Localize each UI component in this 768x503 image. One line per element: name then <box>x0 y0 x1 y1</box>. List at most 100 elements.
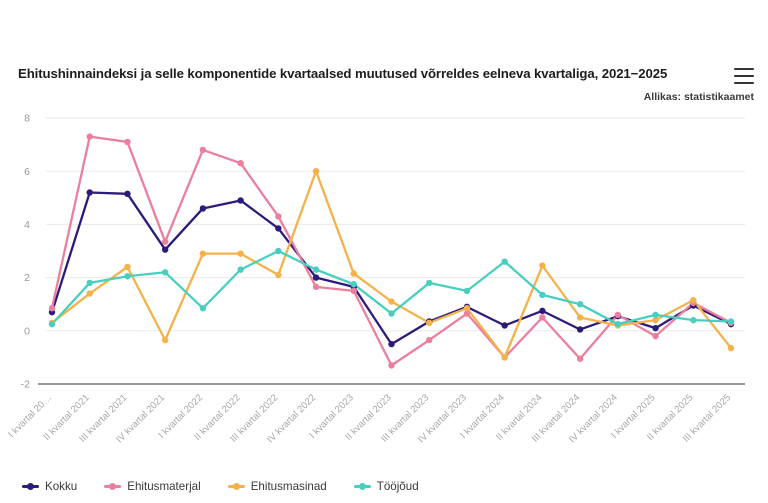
data-point[interactable] <box>312 266 320 273</box>
data-point[interactable] <box>275 271 282 279</box>
data-point[interactable] <box>124 138 131 146</box>
data-point[interactable] <box>48 308 56 316</box>
data-point[interactable] <box>614 312 622 320</box>
x-axis-tick-label: II kvartal 2025 <box>645 392 695 442</box>
data-point[interactable] <box>539 291 546 299</box>
legend-item-label: Ehitusmasinad <box>250 480 327 493</box>
data-point[interactable] <box>501 322 508 329</box>
data-point[interactable] <box>426 279 433 287</box>
legend-item-ehitusmasinad[interactable]: Ehitusmasinad <box>227 480 327 493</box>
data-point[interactable] <box>161 246 169 253</box>
x-axis-tick-label: III kvartal 2021 <box>77 392 129 444</box>
data-point[interactable] <box>237 160 244 167</box>
data-point[interactable] <box>199 205 207 212</box>
menu-line-2 <box>734 75 754 77</box>
data-point[interactable] <box>652 332 659 340</box>
data-point[interactable] <box>576 326 584 333</box>
x-axis-tick-label: IV kvartal 2022 <box>265 392 318 445</box>
data-point[interactable] <box>388 298 395 305</box>
y-axis-tick-label: 2 <box>24 272 30 284</box>
data-point[interactable] <box>501 258 508 265</box>
x-axis-tick-label: IV kvartal 2021 <box>114 392 167 445</box>
data-point[interactable] <box>727 318 735 325</box>
data-point[interactable] <box>124 190 131 198</box>
data-point[interactable] <box>501 354 508 361</box>
data-point[interactable] <box>727 344 735 352</box>
y-axis-tick-label: 0 <box>24 325 30 337</box>
data-point[interactable] <box>161 238 169 245</box>
data-point[interactable] <box>124 273 131 280</box>
data-point[interactable] <box>86 290 93 297</box>
data-point[interactable] <box>614 320 622 328</box>
data-point[interactable] <box>86 133 93 140</box>
data-point[interactable] <box>312 283 320 291</box>
data-point[interactable] <box>539 307 546 315</box>
data-point[interactable] <box>275 247 282 255</box>
x-axis-tick-label: IV kvartal 2024 <box>567 392 620 445</box>
data-point[interactable] <box>350 287 357 295</box>
data-point[interactable] <box>426 319 433 327</box>
data-point[interactable] <box>576 301 584 308</box>
data-point[interactable] <box>48 319 56 327</box>
chart-title: Ehitushinnaindeksi ja selle komponentide… <box>18 66 668 81</box>
hamburger-menu-icon[interactable] <box>734 68 754 84</box>
data-point[interactable] <box>237 197 244 204</box>
data-point[interactable] <box>275 213 282 220</box>
data-point[interactable] <box>275 225 282 232</box>
data-point[interactable] <box>614 322 622 329</box>
data-point[interactable] <box>463 287 471 295</box>
data-point[interactable] <box>161 336 169 344</box>
data-point[interactable] <box>690 297 697 304</box>
x-axis-tick-label: II kvartal 2024 <box>494 392 545 443</box>
data-point[interactable] <box>539 314 546 321</box>
data-point[interactable] <box>576 355 584 362</box>
data-point[interactable] <box>539 262 546 269</box>
y-axis-tick-label: -2 <box>21 379 30 391</box>
data-point[interactable] <box>237 266 244 273</box>
data-point[interactable] <box>463 304 471 312</box>
data-point[interactable] <box>199 146 207 154</box>
data-point[interactable] <box>350 270 357 277</box>
data-point[interactable] <box>501 354 508 361</box>
data-point[interactable] <box>727 319 735 327</box>
data-point[interactable] <box>161 269 169 276</box>
data-point[interactable] <box>86 189 93 196</box>
data-point[interactable] <box>576 314 584 321</box>
data-point[interactable] <box>350 281 357 288</box>
data-point[interactable] <box>350 283 357 291</box>
data-point[interactable] <box>690 316 697 324</box>
legend-item-ehitusmaterjal[interactable]: Ehitusmaterjal <box>104 480 201 493</box>
legend-swatch-icon <box>353 482 371 491</box>
data-point[interactable] <box>388 340 395 348</box>
series-line-ehitusmaterjal <box>50 135 733 367</box>
data-point[interactable] <box>48 320 56 328</box>
data-point[interactable] <box>652 311 659 319</box>
data-point[interactable] <box>614 311 622 319</box>
series-line-tööjõud <box>50 249 733 326</box>
data-point[interactable] <box>199 304 207 312</box>
legend-item-tööjõud[interactable]: Tööjõud <box>353 480 419 493</box>
data-point[interactable] <box>690 302 697 309</box>
data-point[interactable] <box>237 250 244 257</box>
data-point[interactable] <box>652 324 659 332</box>
data-point[interactable] <box>388 310 395 317</box>
data-point[interactable] <box>124 263 131 271</box>
data-point[interactable] <box>312 168 320 175</box>
menu-line-3 <box>734 82 754 84</box>
data-point[interactable] <box>690 299 697 307</box>
data-point[interactable] <box>48 304 56 312</box>
data-point[interactable] <box>652 316 659 324</box>
data-point[interactable] <box>463 303 471 311</box>
data-point[interactable] <box>86 279 93 287</box>
legend-swatch-icon <box>22 482 39 491</box>
data-point[interactable] <box>199 250 207 257</box>
data-point[interactable] <box>312 274 320 281</box>
y-axis-tick-label: 4 <box>24 219 30 231</box>
data-point[interactable] <box>388 362 395 369</box>
legend-item-kokku[interactable]: Kokku <box>22 480 77 493</box>
data-point[interactable] <box>727 320 735 328</box>
x-axis-tick-label: I kvartal 2025 <box>609 392 658 441</box>
data-point[interactable] <box>426 336 433 344</box>
data-point[interactable] <box>463 310 471 317</box>
data-point[interactable] <box>426 318 433 325</box>
